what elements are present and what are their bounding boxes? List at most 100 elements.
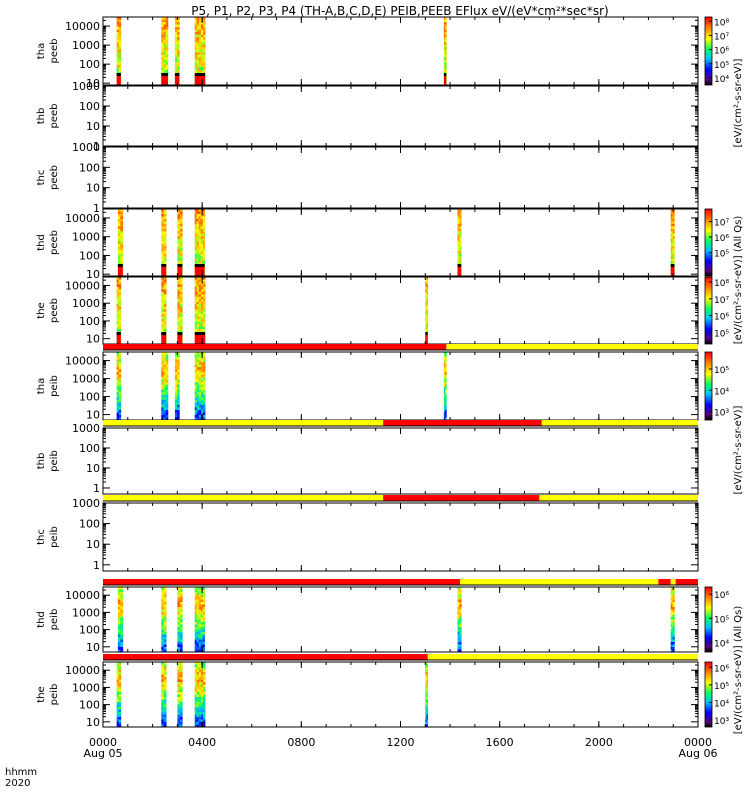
spectrogram-cell xyxy=(200,29,204,33)
spectrogram-cell xyxy=(194,664,198,668)
spectrogram-cell xyxy=(194,647,198,650)
spectrogram-cell xyxy=(443,394,446,398)
spectrogram-cell xyxy=(177,644,181,648)
spectrogram-cell xyxy=(196,17,200,20)
spectrogram-cell xyxy=(196,677,200,680)
spectrogram-cell xyxy=(200,251,203,254)
spectrogram-cell xyxy=(163,296,167,300)
spectrogram-cell xyxy=(196,594,199,598)
spectrogram-cell xyxy=(200,314,204,318)
spectrogram-cell xyxy=(196,647,199,650)
spectrogram-cell xyxy=(177,619,181,623)
spectrogram-cell xyxy=(202,236,205,240)
spectrogram-cell xyxy=(161,213,165,217)
spectrogram-cell xyxy=(174,402,178,406)
spectrogram-cell xyxy=(161,704,165,708)
spectrogram-cell xyxy=(161,629,165,633)
spectrogram-cell xyxy=(672,238,675,242)
spectrogram-cell xyxy=(117,609,121,613)
x-row-label-year: 2020 xyxy=(5,778,30,789)
spectrogram-cell xyxy=(200,687,204,690)
spectrogram-cell xyxy=(203,306,206,310)
spectrogram-cell xyxy=(179,594,183,598)
spectrogram-cell xyxy=(163,357,167,360)
spectrogram-cell xyxy=(194,619,198,623)
spectrogram-cell xyxy=(163,587,167,590)
spectrogram-cell xyxy=(116,57,120,61)
spectrogram-cell xyxy=(198,607,201,610)
spectrogram-cell xyxy=(196,261,199,264)
spectrogram-cell xyxy=(118,399,122,403)
spectrogram-cell xyxy=(672,241,675,245)
spectrogram-cell xyxy=(177,717,181,720)
spectrogram-cell xyxy=(120,594,124,598)
spectrogram-cell xyxy=(194,692,198,695)
spectrogram-cell xyxy=(670,251,673,254)
spectrogram-cell xyxy=(203,709,206,713)
spectrogram-cell xyxy=(670,223,673,227)
spectrogram-cell xyxy=(196,62,200,66)
spectrogram-cell xyxy=(116,662,120,665)
y-tick-label: 1000 xyxy=(72,297,100,310)
spectrogram-cell xyxy=(200,599,203,603)
spectrogram-cell xyxy=(198,617,201,620)
spectrogram-cell xyxy=(161,22,164,25)
spectrogram-cell xyxy=(194,286,198,290)
spectrogram-cell xyxy=(196,238,199,242)
spectrogram-cell xyxy=(198,32,202,35)
mode-flag-segment xyxy=(675,579,698,585)
spectrogram-cell xyxy=(672,223,675,227)
spectrogram-cell xyxy=(163,717,167,720)
spectrogram-cell xyxy=(196,223,199,227)
spectrogram-cell xyxy=(203,717,206,720)
spectrogram-cell xyxy=(174,392,178,396)
spectrogram-cell xyxy=(118,37,122,40)
spectrogram-cell xyxy=(163,644,167,648)
spectrogram-cell xyxy=(194,592,198,595)
spectrogram-cell xyxy=(198,417,202,421)
spectrogram-cell xyxy=(196,392,200,396)
spectrogram-cell xyxy=(196,19,200,23)
spectrogram-cell xyxy=(194,258,198,262)
spectrogram-cell xyxy=(194,69,198,73)
spectrogram-cell xyxy=(194,709,198,713)
spectrogram-cell xyxy=(203,392,206,396)
spectrogram-cell xyxy=(203,24,206,28)
spectrogram-cell xyxy=(177,294,181,298)
panel-label-probe: thb xyxy=(36,108,47,125)
spectrogram-cell xyxy=(161,34,164,38)
spectrogram-cell xyxy=(177,314,181,318)
spectrogram-cell xyxy=(202,604,205,608)
panel-label-probe: tha xyxy=(36,378,47,394)
spectrogram-cell xyxy=(198,377,202,381)
spectrogram-cell xyxy=(177,407,180,411)
spectrogram-cell xyxy=(161,321,165,325)
spectrogram-cell xyxy=(163,719,167,723)
spectrogram-cell xyxy=(198,609,201,613)
spectrogram-cell xyxy=(117,258,121,262)
spectrogram-cell xyxy=(118,369,122,373)
spectrogram-cell xyxy=(179,279,183,283)
spectrogram-cell xyxy=(194,311,198,315)
panel-label-probe: the xyxy=(36,686,47,702)
spectrogram-cell xyxy=(198,311,202,315)
spectrogram-cell xyxy=(120,597,124,600)
spectrogram-cell xyxy=(200,719,204,723)
spectrogram-cell xyxy=(118,362,122,365)
spectrogram-cell xyxy=(445,57,447,61)
spectrogram-cell xyxy=(163,299,167,303)
mode-flag-segment xyxy=(103,654,428,660)
spectrogram-cell xyxy=(200,258,203,262)
spectrogram-cell xyxy=(426,667,429,670)
spectrogram-cell xyxy=(177,712,181,715)
spectrogram-cell xyxy=(194,417,198,421)
spectrogram-cell xyxy=(163,392,167,396)
spectrogram-cell xyxy=(202,607,205,610)
spectrogram-cell xyxy=(202,644,205,648)
colorbar-tick-label: 10⁴ xyxy=(714,639,729,649)
spectrogram-cell xyxy=(174,57,178,61)
spectrogram-cell xyxy=(117,594,121,598)
spectrogram-cell xyxy=(116,694,120,698)
spectrogram-cell xyxy=(165,22,169,25)
